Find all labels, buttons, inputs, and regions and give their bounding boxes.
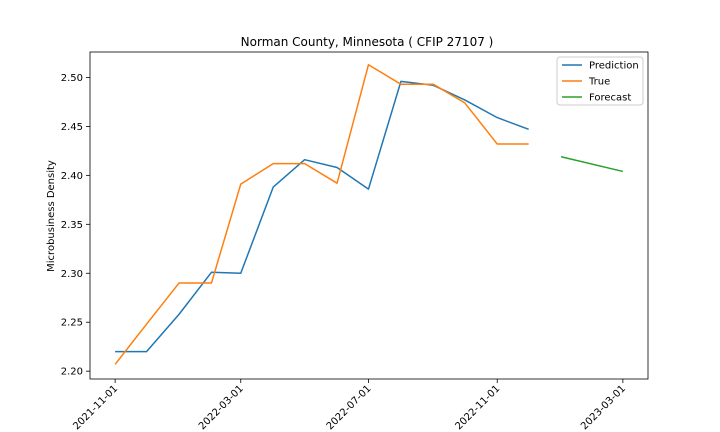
- x-tick-label: 2023-03-01: [579, 383, 628, 432]
- x-tick-label: 2022-11-01: [453, 383, 502, 432]
- legend: Prediction True Forecast: [556, 56, 644, 106]
- y-tick-label: 2.20: [61, 367, 83, 378]
- chart-title: Norman County, Minnesota ( CFIP 27107 ): [241, 35, 494, 49]
- x-tick-label: 2021-11-01: [71, 383, 120, 432]
- legend-label-forecast: Forecast: [589, 93, 631, 104]
- y-tick-label: 2.30: [61, 269, 83, 280]
- y-tick-label: 2.35: [61, 220, 83, 231]
- legend-box: [556, 56, 644, 106]
- legend-label-true: True: [588, 77, 610, 88]
- y-tick-label: 2.40: [61, 171, 83, 182]
- y-axis: 2.20 2.25 2.30 2.35 2.40 2.45 2.50: [61, 73, 90, 378]
- series-line-forecast: [560, 156, 624, 173]
- plot-lines: [114, 63, 624, 365]
- y-axis-label: Microbusiness Density: [46, 160, 57, 272]
- y-tick-label: 2.50: [61, 73, 83, 84]
- x-axis: 2021-11-01 2022-03-01 2022-07-01 2022-11-01…: [71, 379, 628, 432]
- x-tick-label: 2022-03-01: [197, 383, 246, 432]
- x-tick-label: 2022-07-01: [325, 383, 374, 432]
- series-line-prediction: [115, 80, 529, 353]
- legend-label-prediction: Prediction: [589, 61, 639, 72]
- y-tick-label: 2.45: [61, 122, 83, 133]
- y-tick-label: 2.25: [61, 318, 83, 329]
- series-line-true: [114, 63, 529, 365]
- plot-frame: [89, 51, 649, 380]
